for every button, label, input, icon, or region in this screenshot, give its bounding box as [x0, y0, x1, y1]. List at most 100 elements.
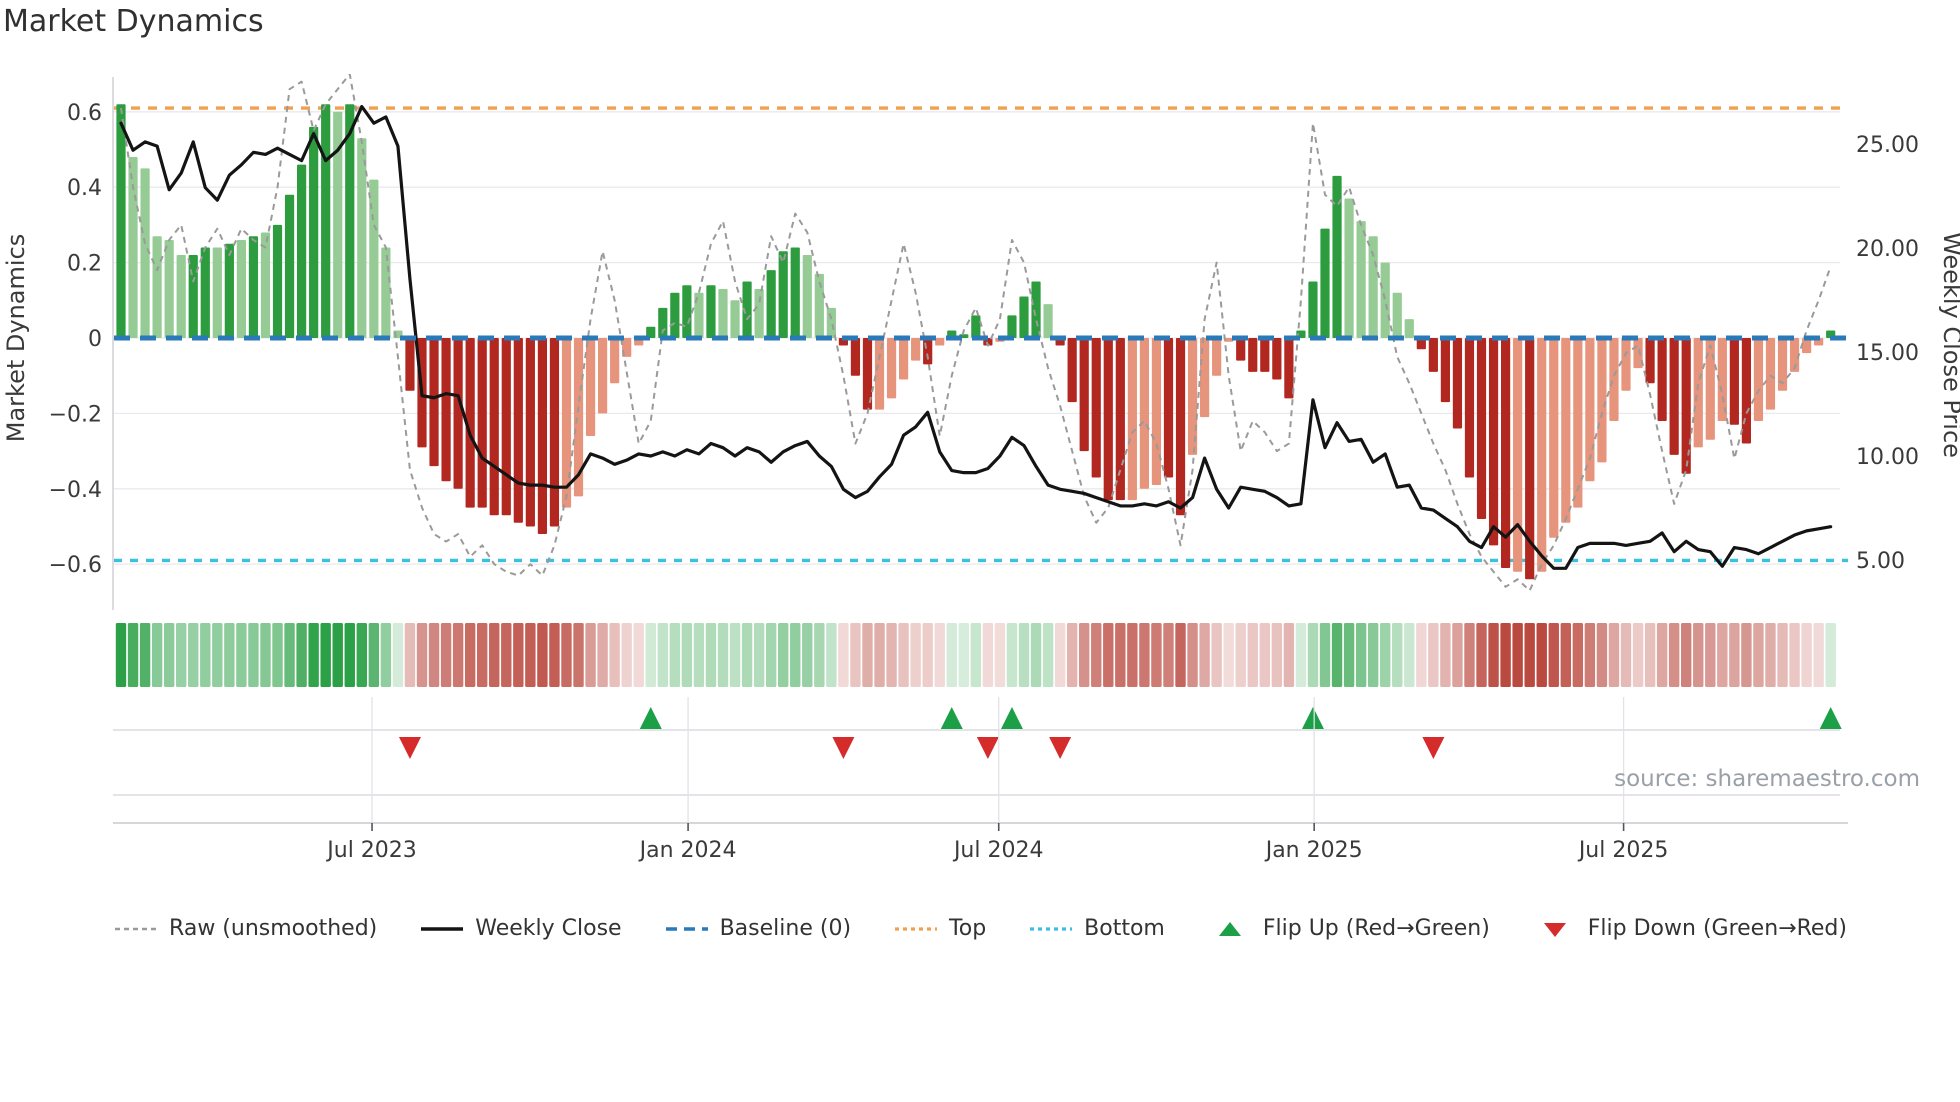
- y-left-tick-label: 0.6: [67, 101, 102, 126]
- heatmap-cell: [236, 623, 247, 687]
- heatmap-cell: [1259, 623, 1270, 687]
- heatmap-cell: [693, 623, 705, 687]
- heatmap-cell: [1006, 623, 1018, 687]
- x-tick-label: Jul 2024: [952, 838, 1044, 863]
- momentum-bar: [1175, 338, 1186, 516]
- heatmap-cell: [1777, 623, 1788, 687]
- momentum-bar: [766, 270, 776, 338]
- y-right-axis-label: Weekly Close Price: [1938, 232, 1960, 458]
- heatmap-cell: [464, 623, 476, 687]
- momentum-bar: [1549, 338, 1559, 538]
- momentum-bar: [573, 338, 584, 497]
- heatmap-strip: [115, 623, 1836, 687]
- momentum-bar: [706, 285, 716, 338]
- heatmap-cell: [1440, 623, 1451, 687]
- y-left-tick-label: −0.6: [49, 553, 102, 578]
- momentum-bar: [598, 338, 608, 414]
- momentum-bar: [176, 255, 186, 338]
- momentum-bar: [1007, 315, 1017, 338]
- momentum-bar: [1476, 338, 1487, 519]
- heatmap-cell: [1572, 623, 1584, 687]
- y-left-axis-label: Market Dynamics: [2, 234, 30, 442]
- heatmap-cell: [212, 623, 223, 687]
- momentum-bar: [658, 307, 668, 338]
- heatmap-cell: [753, 623, 765, 687]
- heatmap-cell: [1548, 623, 1559, 687]
- momentum-bar: [730, 300, 740, 338]
- threshold-lines-layer: [114, 106, 1848, 563]
- heatmap-cell: [778, 623, 789, 687]
- legend-item-close: Weekly Close: [419, 916, 622, 941]
- heatmap-cell: [416, 623, 428, 687]
- heatmap-cell: [1163, 623, 1174, 687]
- heatmap-cell: [1367, 623, 1379, 687]
- legend-item-label: Raw (unsmoothed): [169, 916, 378, 941]
- momentum-bar: [742, 281, 752, 338]
- heatmap-cell: [440, 623, 452, 687]
- momentum-bar: [790, 247, 800, 338]
- heatmap-cell: [1404, 623, 1415, 687]
- heatmap-cell: [862, 623, 873, 687]
- heatmap-cell: [946, 623, 957, 687]
- legend-item-label: Top: [949, 916, 987, 941]
- x-tick-label: Jul 2023: [325, 838, 417, 863]
- momentum-bar: [188, 255, 198, 338]
- heatmap-cell: [224, 623, 235, 687]
- momentum-bar: [1440, 338, 1450, 403]
- momentum-bar: [1621, 338, 1631, 391]
- heatmap-cell: [1584, 623, 1596, 687]
- heatmap-cell: [609, 623, 620, 687]
- momentum-bar: [1067, 338, 1077, 403]
- momentum-bar: [1103, 338, 1113, 501]
- heatmap-cell: [1283, 623, 1295, 687]
- heatmap-cell: [1151, 623, 1162, 687]
- heatmap-cell: [1079, 623, 1090, 687]
- momentum-bar: [670, 292, 680, 338]
- heatmap-cell: [1271, 623, 1283, 687]
- momentum-bar: [874, 338, 885, 410]
- momentum-bar: [923, 338, 933, 365]
- momentum-bar: [1320, 228, 1330, 338]
- momentum-bar: [1139, 338, 1149, 489]
- momentum-bar: [321, 104, 331, 338]
- heatmap-cell: [802, 623, 813, 687]
- x-tick-label: Jan 2024: [638, 838, 737, 863]
- momentum-bar: [1789, 338, 1800, 372]
- heatmap-cell: [669, 623, 681, 687]
- y-right-tick-label: 25.00: [1856, 133, 1919, 158]
- heatmap-cell: [452, 623, 464, 687]
- heatmap-cell: [1813, 623, 1824, 687]
- momentum-bar: [1669, 338, 1679, 455]
- momentum-bar: [1513, 338, 1523, 572]
- heatmap-cell: [1115, 623, 1126, 687]
- momentum-bar: [1091, 338, 1101, 478]
- momentum-bar: [862, 338, 873, 410]
- flip-down-marker: [1422, 737, 1445, 759]
- momentum-bar: [1308, 281, 1318, 338]
- heatmap-cell: [705, 623, 717, 687]
- momentum-bar: [1163, 338, 1174, 478]
- heatmap-cell: [176, 623, 187, 687]
- heatmap-cell: [501, 623, 512, 687]
- momentum-bar: [1609, 338, 1619, 421]
- legend-item-label: Baseline (0): [719, 916, 852, 941]
- flip-up-marker: [1819, 707, 1842, 729]
- momentum-bar: [212, 247, 222, 338]
- momentum-bar: [1187, 338, 1198, 455]
- momentum-bar: [1525, 338, 1535, 580]
- heatmap-cell: [1380, 623, 1391, 687]
- legend-item-label: Flip Down (Green→Red): [1587, 916, 1847, 941]
- heatmap-cell: [1235, 623, 1246, 687]
- heatmap-cell: [826, 623, 837, 687]
- heatmap-cell: [645, 623, 656, 687]
- momentum-bars-layer: [116, 104, 1836, 580]
- heatmap-cell: [525, 623, 536, 687]
- heatmap-cell: [513, 623, 524, 687]
- heatmap-cell: [1247, 623, 1258, 687]
- heatmap-cell: [1717, 623, 1728, 687]
- momentum-bar: [911, 338, 921, 361]
- heatmap-cell: [1223, 623, 1234, 687]
- heatmap-cell: [296, 623, 307, 687]
- momentum-bar: [802, 255, 812, 338]
